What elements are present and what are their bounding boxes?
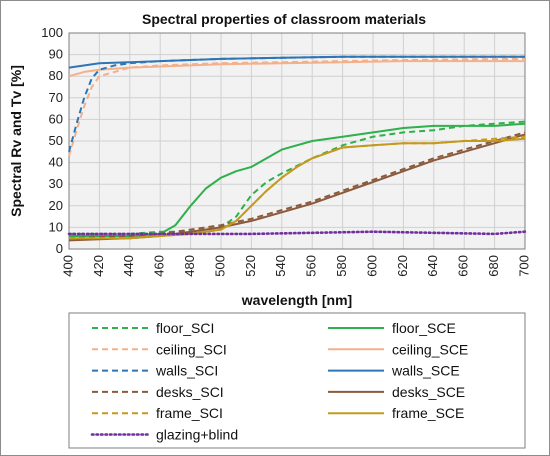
x-tick-label: 620: [395, 255, 410, 277]
series-line-walls-sce: [68, 55, 525, 69]
x-tick-label: 580: [334, 255, 349, 277]
y-tick-label: 70: [49, 90, 63, 105]
x-tick-label: 600: [364, 255, 379, 277]
y-axis-label: Spectral Rv and Tv [%]: [8, 65, 24, 217]
legend-label: frame_SCE: [392, 405, 464, 421]
y-tick-label: 0: [56, 241, 63, 256]
x-tick-label: 480: [182, 255, 197, 277]
x-tick-label: 420: [91, 255, 106, 277]
legend-label: desks_SCI: [156, 384, 224, 400]
y-tick-label: 60: [49, 111, 63, 126]
series-line-glazing-blind: [67, 230, 527, 236]
x-tick-label: 680: [486, 255, 501, 277]
x-tick-labels: 400 420 440 460 480 500 520 540 560 580 600 620 640 6…: [60, 255, 531, 277]
legend: floor_SCI floor_SCE ceiling_SCI ceiling_SCE…: [90, 320, 468, 443]
y-tick-label: 80: [49, 68, 63, 83]
legend-label: frame_SCI: [156, 405, 223, 421]
series-group: [67, 55, 527, 242]
x-tick-label: 540: [273, 255, 288, 277]
series-line-desks-sci: [68, 131, 526, 240]
x-tick-label: 500: [212, 255, 227, 277]
y-tick-label: 30: [49, 176, 63, 191]
x-tick-label: 460: [152, 255, 167, 277]
y-tick-label: 10: [49, 219, 63, 234]
plot-border: [68, 32, 526, 250]
y-tick-label: 100: [41, 25, 63, 40]
x-tick-label: 520: [243, 255, 258, 277]
legend-label: floor_SCE: [392, 320, 456, 336]
x-tick-label: 400: [60, 255, 75, 277]
series-line-ceiling-sci: [68, 57, 526, 157]
legend-label: walls_SCI: [155, 363, 218, 379]
y-tick-label: 40: [49, 155, 63, 170]
legend-label: ceiling_SCE: [392, 341, 468, 357]
series-line-ceiling-sce: [68, 60, 525, 78]
series-line-floor-sce: [69, 122, 526, 237]
x-tick-label: 660: [456, 255, 471, 277]
chart-title: Spectral properties of classroom materia…: [142, 11, 426, 27]
legend-label: ceiling_SCI: [156, 341, 227, 357]
y-tick-label: 50: [49, 133, 63, 148]
legend-label: floor_SCI: [156, 320, 214, 336]
x-tick-label: 560: [304, 255, 319, 277]
legend-label: desks_SCE: [392, 384, 465, 400]
legend-label: glazing+blind: [156, 427, 238, 443]
x-tick-label: 640: [425, 255, 440, 277]
y-tick-label: 90: [49, 47, 63, 62]
x-tick-label: 700: [516, 255, 531, 277]
y-tick-labels: 0 10 20 30 40 50 60 70 80 90 100: [41, 25, 63, 256]
y-tick-label: 20: [49, 198, 63, 213]
x-axis-label: wavelength [nm]: [241, 292, 352, 308]
legend-box: [68, 312, 526, 449]
series-line-frame-sce: [69, 137, 526, 240]
legend-label: walls_SCE: [391, 363, 460, 379]
x-tick-label: 440: [121, 255, 136, 277]
